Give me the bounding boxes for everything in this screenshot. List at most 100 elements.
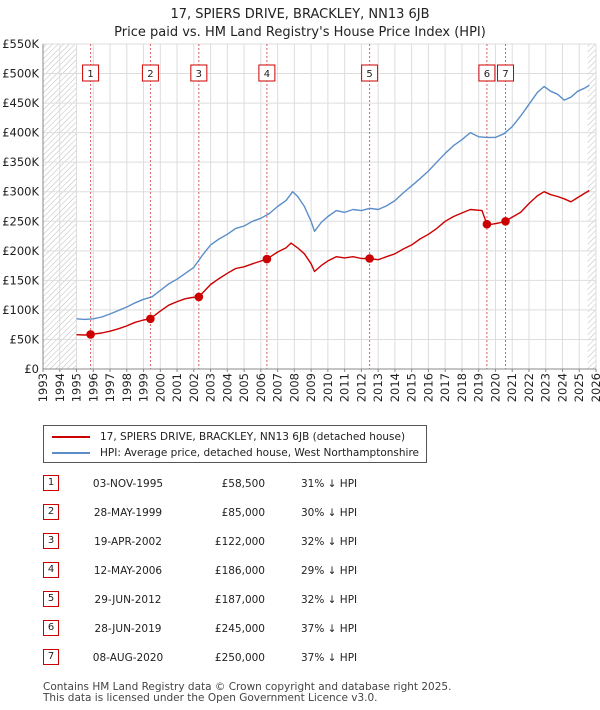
- sale-hpi-diff: 31% ↓ HPI: [301, 478, 358, 490]
- x-tick-label: 2025: [572, 373, 586, 402]
- y-tick-label: £150K: [2, 273, 39, 287]
- x-tick-label: 2021: [505, 373, 519, 402]
- sale-price: £186,000: [214, 565, 265, 577]
- legend-item-hpi: HPI: Average price, detached house, West…: [52, 445, 419, 461]
- sale-point: [86, 330, 95, 339]
- x-tick-label: 2007: [271, 373, 285, 402]
- x-tick-label: 1996: [86, 373, 100, 402]
- sale-point: [194, 292, 204, 302]
- sale-row: 5 29-JUN-2012 £187,000 32% ↓ HPI: [43, 590, 443, 610]
- sale-label-number: 1: [87, 69, 93, 80]
- x-tick-label: 1994: [53, 373, 67, 402]
- sale-point: [482, 219, 492, 229]
- x-tick-label: 2000: [153, 373, 167, 402]
- sale-price: £85,000: [221, 507, 265, 519]
- sale-label-box: [497, 64, 515, 82]
- legend-swatch-hpi: [52, 452, 90, 454]
- sale-date: 28-JUN-2019: [94, 623, 162, 635]
- sale-number-badge: 7: [43, 649, 59, 665]
- sale-point: [146, 314, 155, 324]
- x-tick-label: 2009: [304, 373, 318, 402]
- sale-label-number: 7: [502, 69, 508, 80]
- sale-number-badge: 2: [43, 504, 59, 520]
- x-tick-label: 2018: [455, 373, 469, 402]
- chart-legend: 17, SPIERS DRIVE, BRACKLEY, NN13 6JB (de…: [43, 425, 427, 463]
- sale-hpi-diff: 29% ↓ HPI: [301, 565, 358, 577]
- sale-label-number: 5: [366, 69, 372, 80]
- x-tick-label: 2017: [438, 373, 452, 402]
- sale-label-box: [258, 64, 276, 82]
- y-tick-label: £50K: [10, 332, 40, 346]
- sale-hpi-diff: 37% ↓ HPI: [301, 623, 358, 635]
- sale-date: 08-AUG-2020: [92, 652, 164, 664]
- x-tick-label: 2026: [589, 373, 600, 402]
- x-tick-label: 1993: [36, 373, 50, 402]
- sale-label-box: [141, 64, 159, 82]
- sale-label-number: 2: [147, 69, 153, 80]
- x-tick-label: 2023: [539, 373, 553, 402]
- series-line-property: [76, 189, 590, 336]
- sale-label-number: 3: [196, 69, 202, 80]
- sale-number-badge: 3: [43, 533, 59, 549]
- hatched-region-after: [587, 44, 596, 369]
- y-tick-label: £0: [24, 362, 39, 376]
- y-tick-label: £300K: [2, 185, 39, 199]
- series-line-hpi: [76, 84, 590, 321]
- sale-row: 1 03-NOV-1995 £58,500 31% ↓ HPI: [43, 474, 443, 494]
- sale-price: £250,000: [214, 652, 265, 664]
- sale-date: 29-JUN-2012: [94, 594, 162, 606]
- legend-label-hpi: HPI: Average price, detached house, West…: [100, 447, 419, 459]
- sale-row: 6 28-JUN-2019 £245,000 37% ↓ HPI: [43, 619, 443, 639]
- plot-area: [43, 44, 596, 369]
- x-tick-label: 2022: [522, 373, 536, 402]
- sale-number-badge: 6: [43, 620, 59, 636]
- y-tick-label: £100K: [2, 303, 39, 317]
- x-tick-label: 2013: [371, 373, 385, 402]
- x-tick-label: 2005: [237, 373, 251, 402]
- price-chart: 1 2 3 4 5 6 7 £0 £50K £100K £150K £200K £250K £300K £…: [2, 37, 600, 402]
- sale-price: £122,000: [214, 536, 265, 548]
- sale-price: £58,500: [221, 478, 265, 490]
- sale-hpi-diff: 30% ↓ HPI: [301, 507, 358, 519]
- y-tick-label: £350K: [2, 155, 39, 169]
- sale-hpi-diff: 37% ↓ HPI: [301, 652, 358, 664]
- sale-number-badge: 4: [43, 562, 59, 578]
- sale-label-box: [478, 64, 496, 82]
- x-tick-label: 2015: [405, 373, 419, 402]
- sale-row: 7 08-AUG-2020 £250,000 37% ↓ HPI: [43, 648, 443, 668]
- sale-hpi-diff: 32% ↓ HPI: [301, 594, 358, 606]
- sale-row: 2 28-MAY-1999 £85,000 30% ↓ HPI: [43, 503, 443, 523]
- y-tick-label: £500K: [2, 67, 39, 81]
- sale-point: [365, 254, 374, 263]
- y-tick-label: £250K: [2, 214, 39, 228]
- sale-price: £245,000: [214, 623, 265, 635]
- sale-hpi-diff: 32% ↓ HPI: [301, 536, 358, 548]
- y-tick-label: £550K: [2, 37, 39, 51]
- y-tick-label: £200K: [2, 244, 39, 258]
- x-tick-label: 1998: [120, 373, 134, 402]
- x-tick-label: 2002: [187, 373, 201, 402]
- legend-label-property: 17, SPIERS DRIVE, BRACKLEY, NN13 6JB (de…: [100, 431, 406, 443]
- legend-item-property: 17, SPIERS DRIVE, BRACKLEY, NN13 6JB (de…: [52, 429, 405, 445]
- sale-price: £187,000: [214, 594, 265, 606]
- sale-row: 4 12-MAY-2006 £186,000 29% ↓ HPI: [43, 561, 443, 581]
- x-tick-label: 2016: [421, 373, 435, 402]
- x-tick-label: 2020: [488, 373, 502, 402]
- sale-number-badge: 1: [43, 475, 59, 491]
- sale-date: 03-NOV-1995: [92, 478, 164, 490]
- sale-number-badge: 5: [43, 591, 59, 607]
- x-tick-label: 2014: [388, 373, 402, 402]
- sale-row: 3 19-APR-2002 £122,000 32% ↓ HPI: [43, 532, 443, 552]
- x-tick-label: 2011: [338, 373, 352, 402]
- x-tick-label: 2010: [321, 373, 335, 402]
- x-tick-label: 2024: [555, 373, 569, 402]
- sale-point: [501, 216, 510, 226]
- x-tick-label: 2012: [354, 373, 368, 402]
- x-tick-label: 1999: [137, 373, 151, 402]
- x-tick-label: 2008: [287, 373, 301, 402]
- chart-title: 17, SPIERS DRIVE, BRACKLEY, NN13 6JB Pri…: [0, 6, 600, 42]
- sale-date: 12-MAY-2006: [93, 565, 163, 577]
- x-tick-label: 2006: [254, 373, 268, 402]
- y-tick-label: £450K: [2, 96, 39, 110]
- x-tick-label: 1997: [103, 373, 117, 402]
